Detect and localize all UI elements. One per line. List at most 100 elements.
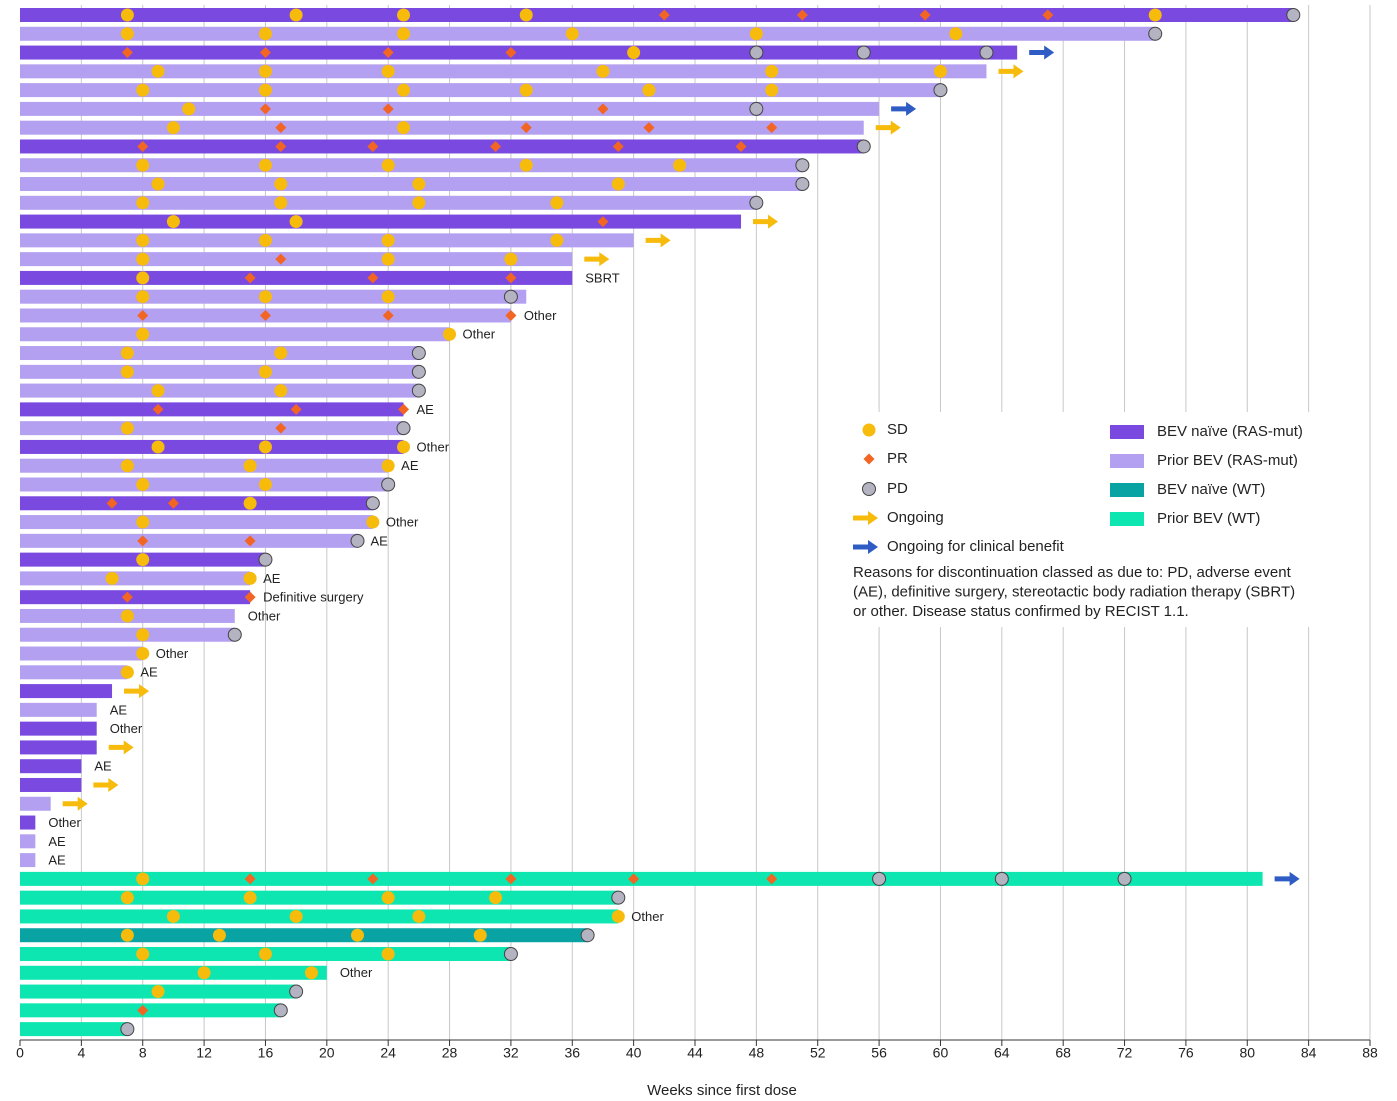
marker-0 (397, 121, 411, 135)
marker-1 (137, 140, 149, 152)
bar (20, 289, 527, 304)
legend-label: Prior BEV (WT) (1157, 510, 1260, 527)
legend-label: Ongoing (887, 509, 944, 526)
bar (20, 158, 803, 173)
marker-1 (367, 140, 379, 152)
marker-0 (136, 327, 150, 341)
legend: SD PR PD Ongoing Ongoing for clinical benefi… (853, 421, 1303, 620)
marker-0 (151, 177, 165, 191)
legend-swatch (1110, 425, 1144, 439)
marker-1 (367, 873, 379, 885)
marker-1 (490, 140, 502, 152)
bar (20, 515, 373, 530)
marker-0 (381, 891, 395, 905)
marker-0 (412, 177, 426, 191)
legend-label: PD (887, 480, 908, 497)
marker-0 (519, 83, 533, 97)
marker-1 (382, 309, 394, 321)
marker-0 (136, 515, 150, 529)
bar (20, 214, 742, 229)
legend-swatch (1110, 512, 1144, 526)
marker-0 (289, 215, 303, 229)
arrow (108, 740, 134, 755)
note: Reasons for discontinuation classed as d… (853, 564, 1292, 581)
marker-0 (642, 83, 656, 97)
reason-label: Other (340, 965, 373, 980)
marker-0 (489, 891, 503, 905)
marker-0 (519, 8, 533, 22)
marker-1 (643, 122, 655, 134)
bar (20, 496, 373, 511)
marker-2 (381, 477, 396, 492)
marker-0 (1148, 8, 1162, 22)
marker-0 (243, 459, 257, 473)
marker-2 (273, 1003, 288, 1018)
x-tick-label: 64 (994, 1045, 1010, 1061)
marker-0 (151, 64, 165, 78)
bar (20, 421, 404, 436)
marker-0 (120, 609, 134, 623)
bar (20, 871, 1263, 886)
bar (20, 721, 97, 736)
marker-0 (258, 233, 272, 247)
reason-label: AE (417, 402, 435, 417)
marker-2 (611, 890, 626, 905)
marker-0 (274, 384, 288, 398)
marker-2 (933, 83, 948, 98)
marker-1 (628, 873, 640, 885)
marker-0 (673, 158, 687, 172)
bars: SBRT Other Other AE Other AE Other AE AE Definiti… (20, 8, 1301, 1037)
x-tick-label: 12 (196, 1045, 212, 1061)
marker-0 (243, 891, 257, 905)
marker-0 (258, 27, 272, 41)
bar (20, 853, 36, 868)
marker-0 (381, 64, 395, 78)
bar (20, 327, 450, 342)
bar (20, 64, 987, 79)
marker-0 (381, 459, 395, 473)
marker-0 (258, 158, 272, 172)
marker-2 (1286, 8, 1301, 22)
reason-label: AE (401, 458, 419, 473)
marker-0 (151, 985, 165, 999)
marker-1 (520, 122, 532, 134)
marker-1 (106, 497, 118, 509)
legend-label: SD (887, 421, 908, 438)
bar (20, 139, 864, 154)
marker-0 (443, 327, 457, 341)
marker-0 (136, 290, 150, 304)
bar (20, 740, 97, 755)
marker-0 (243, 496, 257, 510)
arrow (62, 796, 88, 811)
marker-2 (503, 947, 518, 961)
x-tick-label: 40 (626, 1045, 642, 1061)
marker-0 (136, 83, 150, 97)
reason-label: Other (248, 608, 281, 623)
marker-0 (289, 909, 303, 923)
arrow (1029, 45, 1055, 60)
marker-1 (597, 103, 609, 115)
marker-1 (919, 9, 931, 21)
legend-label: BEV naïve (RAS-mut) (1157, 423, 1303, 440)
marker-1 (1042, 9, 1054, 21)
marker-1 (398, 403, 410, 415)
marker-1 (290, 403, 302, 415)
marker-1 (137, 535, 149, 547)
arrow (93, 777, 119, 792)
x-tick-label: 36 (564, 1045, 580, 1061)
marker-2 (411, 364, 426, 379)
marker-0 (949, 27, 963, 41)
marker-1 (121, 47, 133, 59)
bar (20, 965, 327, 980)
marker-0 (381, 290, 395, 304)
reason-label: Other (156, 646, 189, 661)
marker-2 (1117, 871, 1132, 886)
bar (20, 571, 251, 586)
bar (20, 928, 588, 943)
marker-0 (136, 628, 150, 642)
arrow (998, 64, 1024, 79)
marker-0 (166, 215, 180, 229)
reason-label: Other (417, 439, 450, 454)
bar (20, 346, 419, 361)
marker-0 (136, 647, 150, 661)
